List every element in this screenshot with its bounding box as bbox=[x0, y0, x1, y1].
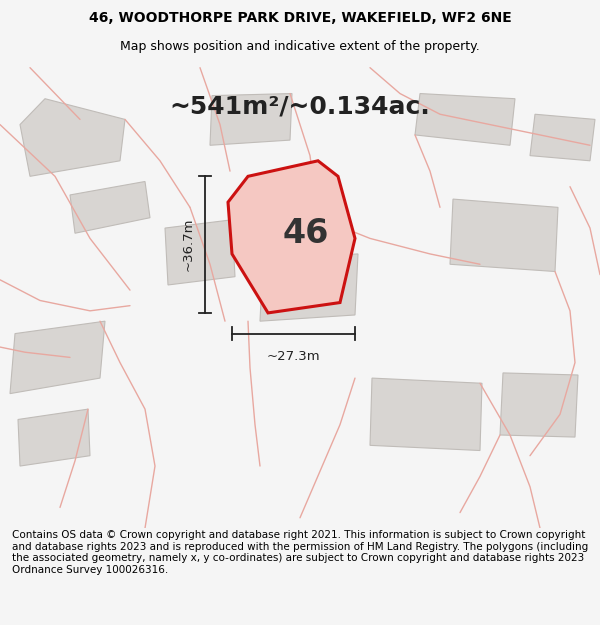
Polygon shape bbox=[260, 254, 358, 321]
Polygon shape bbox=[530, 114, 595, 161]
Text: ~36.7m: ~36.7m bbox=[182, 218, 195, 271]
Polygon shape bbox=[450, 199, 558, 271]
Text: 46: 46 bbox=[283, 217, 329, 249]
Polygon shape bbox=[18, 409, 90, 466]
Text: ~541m²/~0.134ac.: ~541m²/~0.134ac. bbox=[170, 95, 430, 119]
Polygon shape bbox=[10, 321, 105, 394]
Text: Map shows position and indicative extent of the property.: Map shows position and indicative extent… bbox=[120, 41, 480, 53]
Text: ~27.3m: ~27.3m bbox=[266, 350, 320, 363]
Polygon shape bbox=[500, 373, 578, 437]
Polygon shape bbox=[228, 161, 355, 313]
Polygon shape bbox=[370, 378, 482, 451]
Polygon shape bbox=[165, 220, 235, 285]
Polygon shape bbox=[210, 94, 292, 145]
Polygon shape bbox=[70, 181, 150, 233]
Text: 46, WOODTHORPE PARK DRIVE, WAKEFIELD, WF2 6NE: 46, WOODTHORPE PARK DRIVE, WAKEFIELD, WF… bbox=[89, 11, 511, 24]
Polygon shape bbox=[415, 94, 515, 145]
Polygon shape bbox=[20, 99, 125, 176]
Text: Contains OS data © Crown copyright and database right 2021. This information is : Contains OS data © Crown copyright and d… bbox=[12, 530, 588, 575]
